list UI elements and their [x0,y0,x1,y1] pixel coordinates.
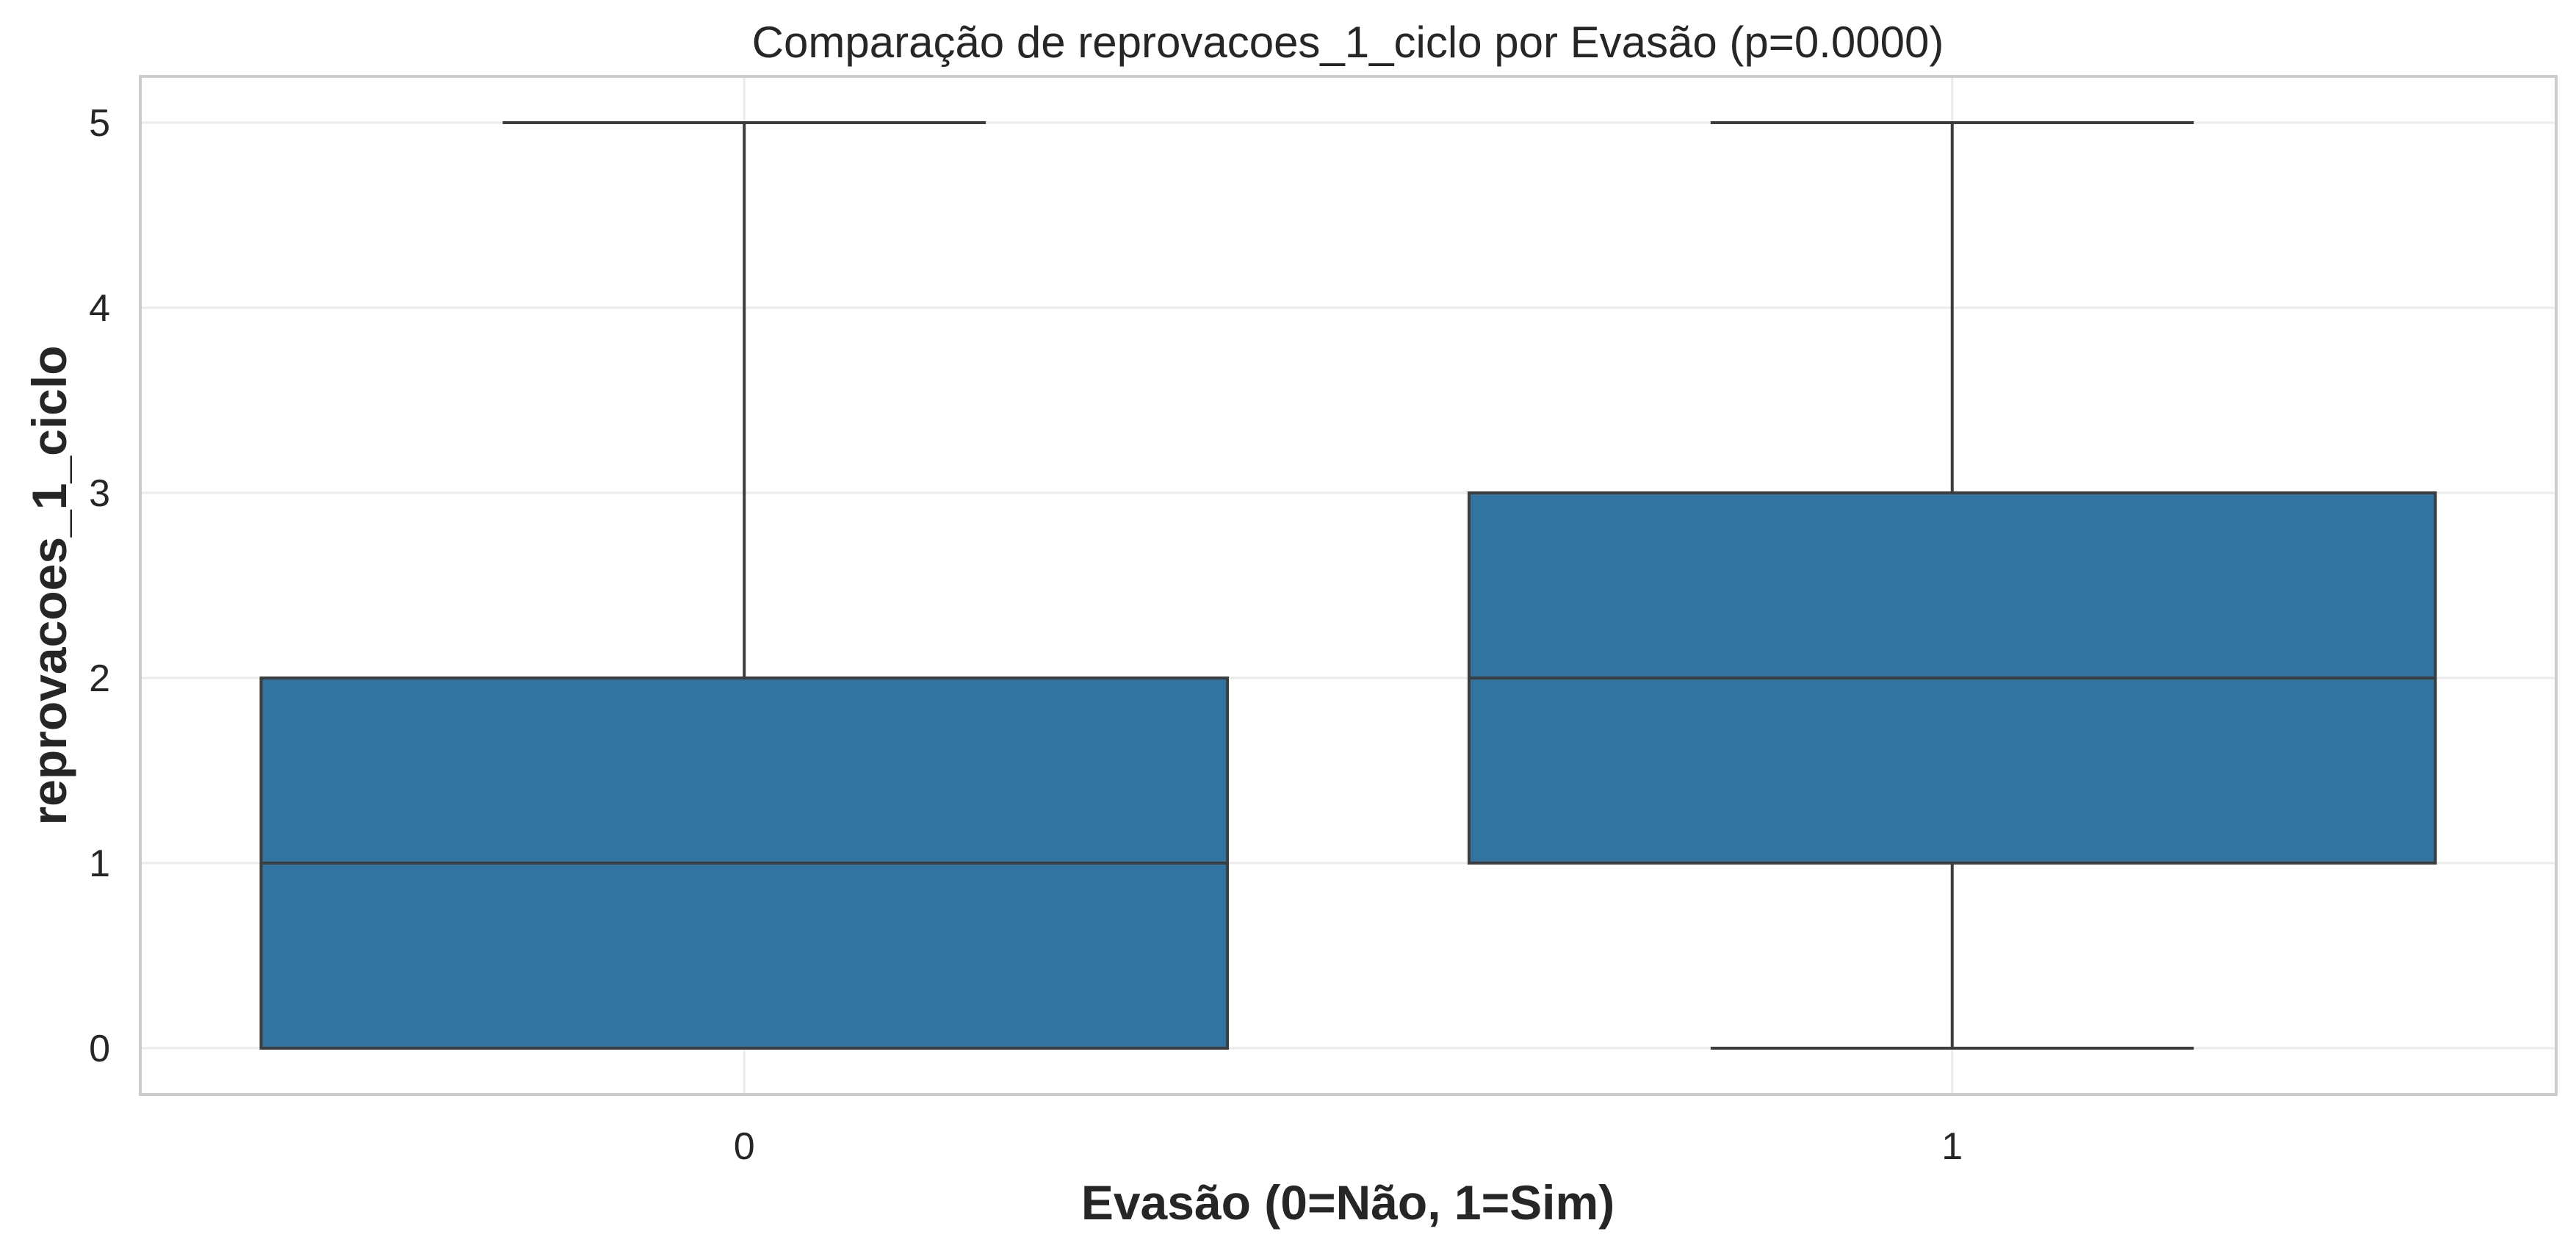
y-axis-label: reprovacoes_1_ciclo [22,345,76,825]
y-tick-label: 4 [89,287,110,330]
box-group [259,121,1230,1050]
box-group [1467,121,2437,1050]
y-tick-label: 5 [89,102,110,145]
y-tick-label: 1 [89,843,110,885]
x-tick-label: 0 [734,1125,755,1168]
y-tick-label: 2 [89,657,110,700]
tick-layer: 0 1 2 3 4 5 0 1 [89,102,1963,1168]
x-axis-label: Evasão (0=Não, 1=Sim) [1081,1175,1614,1230]
x-tick-label: 1 [1941,1125,1963,1168]
chart-title: Comparação de reprovacoes_1_ciclo por Ev… [752,18,1944,67]
plot-frame [139,75,2558,1096]
y-tick-label: 3 [89,472,110,515]
box-layer [259,121,2437,1050]
y-tick-label: 0 [89,1028,110,1070]
